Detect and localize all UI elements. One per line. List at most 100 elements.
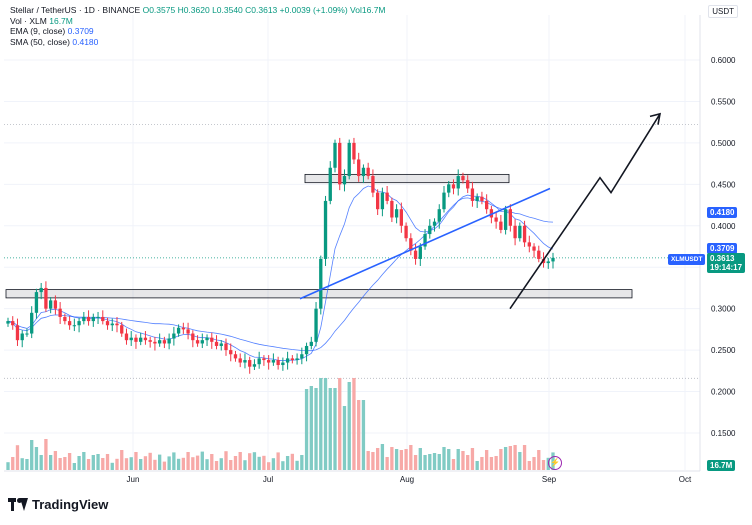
candle bbox=[352, 137, 356, 165]
chart-legend: Stellar / TetherUS · 1D · BINANCE O0.357… bbox=[10, 5, 386, 47]
candle-body bbox=[323, 200, 328, 259]
candle-body bbox=[157, 340, 162, 344]
candle-body bbox=[285, 358, 290, 363]
candle bbox=[105, 317, 110, 330]
candle bbox=[338, 137, 342, 191]
candle-body bbox=[53, 300, 58, 309]
drawings bbox=[299, 112, 662, 310]
volume-bar bbox=[475, 461, 479, 470]
candle bbox=[276, 356, 280, 370]
candle bbox=[195, 335, 200, 347]
candle-body bbox=[461, 176, 465, 181]
candle-body bbox=[456, 176, 460, 189]
volume-bar bbox=[181, 457, 186, 470]
time-tick-label: Oct bbox=[679, 475, 692, 484]
volume-bar bbox=[44, 439, 48, 470]
candle bbox=[30, 306, 34, 339]
candle-body bbox=[91, 316, 95, 322]
candle-body bbox=[432, 221, 437, 226]
volume-bar bbox=[503, 447, 508, 470]
volume-bar bbox=[489, 457, 494, 470]
currency-button[interactable]: USDT bbox=[708, 5, 738, 18]
candle bbox=[44, 281, 48, 312]
candle-body bbox=[195, 340, 200, 344]
volume-bar bbox=[157, 454, 162, 470]
candle-body bbox=[238, 358, 242, 363]
volume-bar bbox=[470, 448, 475, 470]
candle-body bbox=[375, 192, 380, 210]
candle-body bbox=[527, 242, 531, 247]
lightning-icon[interactable]: ⚡ bbox=[548, 456, 562, 470]
volume-bar bbox=[285, 456, 290, 470]
candle bbox=[48, 297, 53, 314]
candle-body bbox=[399, 209, 404, 226]
candle bbox=[266, 355, 271, 370]
candle bbox=[342, 169, 347, 192]
volume-bar bbox=[110, 462, 114, 470]
time-tick-label: Aug bbox=[400, 475, 414, 484]
candle bbox=[394, 204, 399, 224]
volume-bar bbox=[404, 449, 408, 470]
volume-bar bbox=[186, 452, 190, 470]
volume-bar bbox=[532, 457, 536, 470]
candle bbox=[300, 347, 304, 365]
volume-bar bbox=[48, 455, 53, 470]
legend-sma-label: SMA (50, close) bbox=[10, 36, 70, 47]
volume-bar bbox=[257, 456, 261, 470]
candle bbox=[181, 322, 186, 334]
tradingview-brand[interactable]: TradingView bbox=[8, 497, 108, 512]
candle-body bbox=[290, 358, 295, 361]
candle bbox=[219, 340, 223, 351]
candle-body bbox=[333, 142, 337, 168]
candle bbox=[176, 324, 181, 337]
volume-bar bbox=[432, 453, 437, 470]
candle bbox=[508, 204, 513, 232]
candle bbox=[546, 258, 550, 269]
candle bbox=[522, 220, 527, 247]
volume-bar bbox=[34, 447, 39, 470]
candle bbox=[25, 328, 29, 337]
candle-body bbox=[385, 192, 389, 201]
candle bbox=[447, 181, 451, 198]
candle-body bbox=[413, 250, 418, 259]
volume-bar bbox=[233, 456, 238, 470]
volume-bar bbox=[224, 451, 228, 470]
candle bbox=[461, 172, 465, 184]
candle bbox=[470, 181, 475, 207]
candle bbox=[428, 219, 432, 239]
candle bbox=[404, 222, 408, 242]
candle bbox=[186, 322, 190, 340]
volume-bar bbox=[139, 459, 143, 470]
volume-bar bbox=[148, 452, 152, 470]
candle-body bbox=[186, 329, 190, 334]
volume-bar bbox=[314, 388, 318, 470]
volume-bar bbox=[342, 406, 347, 470]
volume-bar bbox=[6, 462, 10, 470]
candle bbox=[518, 222, 522, 242]
candle-body bbox=[124, 333, 129, 341]
legend-title: Stellar / TetherUS · 1D · BINANCE bbox=[10, 5, 141, 15]
tradingview-logo-icon bbox=[8, 497, 28, 512]
last-price: 0.3613 bbox=[710, 254, 735, 263]
price-tick-label: 0.2000 bbox=[711, 388, 736, 397]
volume-bar bbox=[120, 450, 124, 470]
candle bbox=[63, 313, 67, 325]
candle bbox=[375, 189, 380, 216]
candle bbox=[319, 255, 323, 315]
volume-bar bbox=[423, 455, 427, 470]
candle bbox=[432, 218, 437, 232]
volume-bar bbox=[72, 463, 77, 470]
candle-body bbox=[134, 337, 138, 342]
candle bbox=[314, 302, 318, 347]
volume-bar bbox=[11, 457, 15, 470]
volume-bar bbox=[333, 388, 337, 470]
bar-countdown: 19:14:17 bbox=[710, 263, 743, 272]
candle-body bbox=[328, 167, 332, 201]
candle bbox=[34, 288, 39, 319]
candle-body bbox=[503, 209, 508, 230]
candle-body bbox=[347, 142, 351, 177]
volume-bar bbox=[541, 460, 546, 470]
candle-body bbox=[475, 196, 479, 201]
candle bbox=[162, 336, 167, 349]
